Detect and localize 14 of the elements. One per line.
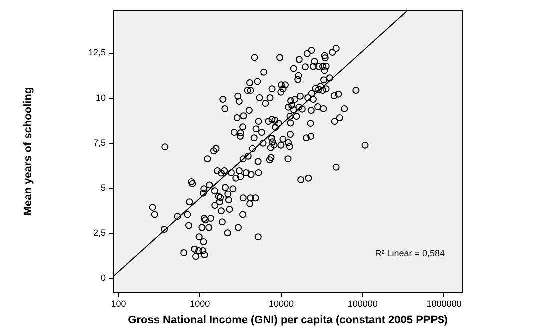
y-axis-title: Mean years of schooling [22,87,35,216]
x-tick-label: 1000000 [426,298,462,309]
x-tick-label: 10000 [268,298,294,309]
y-tick-label: 10 [96,92,106,103]
y-tick-label: 5 [100,182,106,193]
x-tick-label: 100000 [348,298,378,309]
y-tick-label: 0 [100,273,106,284]
y-tick-label: 2,5 [93,228,106,238]
y-tick-label: 7,5 [93,138,106,148]
x-axis-title: Gross National Income (GNI) per capita (constant 2005 PPP$) [128,314,448,326]
annotation: R² Linear = 0,584 [375,248,445,258]
x-tick-label: 100 [111,298,126,309]
x-tick-label: 1000 [190,298,210,309]
y-tick-label: 12,5 [88,48,106,58]
